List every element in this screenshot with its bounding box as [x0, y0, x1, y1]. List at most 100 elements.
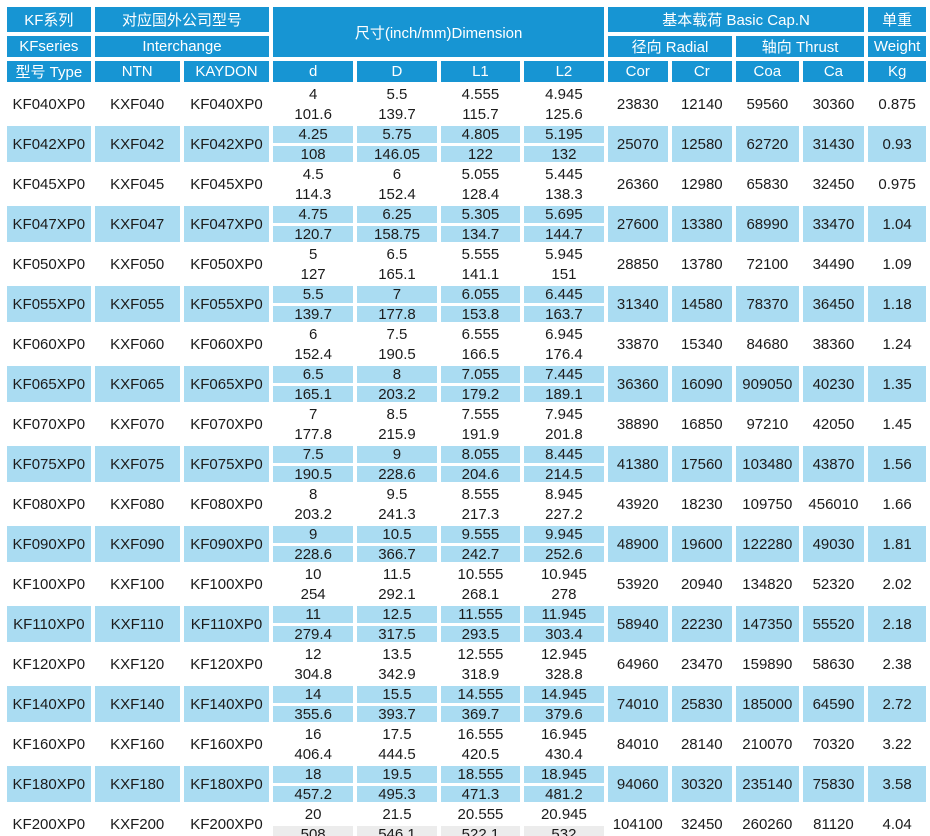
L2-inch-value: 10.945: [523, 566, 604, 583]
cell-L2: 9.945 252.6: [523, 526, 604, 562]
col-kg: Kg: [868, 61, 926, 82]
col-type: 型号 Type: [7, 61, 91, 82]
cell-kaydon: KF042XP0: [183, 126, 270, 162]
L1-mm-value: 522.1: [440, 826, 520, 836]
cell-kaydon: KF090XP0: [183, 526, 270, 562]
cell-cr: 25830: [671, 686, 733, 722]
cell-D: 7.5 190.5: [357, 326, 437, 362]
L2-mm-value: 430.4: [523, 746, 604, 762]
cell-cor: 53920: [607, 566, 668, 602]
D-mm-value: 139.7: [357, 106, 437, 122]
cell-kg: 1.81: [868, 526, 926, 562]
cell-cr: 13780: [671, 246, 733, 282]
cell-ntn: KXF090: [94, 526, 180, 562]
cell-kg: 0.875: [868, 86, 926, 122]
header-row-3: 型号 Type NTN KAYDON d D L1 L2 Cor Cr Coa …: [7, 61, 926, 82]
d-inch-value: 16: [273, 726, 353, 743]
L2-inch-value: 14.945: [523, 686, 604, 703]
cell-cor: 64960: [607, 646, 668, 682]
table-body: KF040XP0 KXF040 KF040XP0 4 101.6 5.5 139…: [7, 86, 926, 836]
d-inch-value: 20: [273, 806, 353, 823]
cell-kg: 1.24: [868, 326, 926, 362]
cell-L2: 5.195 132: [523, 126, 604, 162]
d-mm-value: 508: [273, 826, 353, 836]
cell-L1: 4.555 115.7: [440, 86, 520, 122]
D-inch-value: 9.5: [357, 486, 437, 503]
cell-L2: 8.445 214.5: [523, 446, 604, 482]
cell-L1: 8.055 204.6: [440, 446, 520, 482]
cell-coa: 159890: [736, 646, 799, 682]
L1-mm-value: 179.2: [440, 386, 520, 402]
cell-kg: 3.22: [868, 726, 926, 762]
table-row: KF100XP0 KXF100 KF100XP0 10 254 11.5 292…: [7, 566, 926, 602]
cell-coa: 122280: [736, 526, 799, 562]
cell-cor: 104100: [607, 806, 668, 836]
col-coa: Coa: [736, 61, 799, 82]
header-interchange-en: Interchange: [94, 36, 270, 57]
cell-L1: 7.055 179.2: [440, 366, 520, 402]
d-mm-value: 254: [273, 586, 353, 602]
cell-type: KF040XP0: [7, 86, 91, 122]
cell-coa: 62720: [736, 126, 799, 162]
L1-inch-value: 16.555: [440, 726, 520, 743]
table-row: KF120XP0 KXF120 KF120XP0 12 304.8 13.5 3…: [7, 646, 926, 682]
cell-D: 6.5 165.1: [357, 246, 437, 282]
L2-mm-value: 227.2: [523, 506, 604, 522]
L1-mm-value: 115.7: [440, 106, 520, 122]
header-basic-capacity: 基本载荷 Basic Cap.N: [607, 7, 865, 32]
cell-ca: 55520: [802, 606, 865, 642]
L2-inch-value: 7.445: [523, 366, 604, 383]
cell-type: KF100XP0: [7, 566, 91, 602]
cell-ca: 58630: [802, 646, 865, 682]
col-D: D: [357, 61, 437, 82]
cell-L2: 20.945 532: [523, 806, 604, 836]
cell-L1: 4.805 122: [440, 126, 520, 162]
cell-L1: 11.555 293.5: [440, 606, 520, 642]
L2-inch-value: 8.445: [523, 446, 604, 463]
D-mm-value: 393.7: [357, 706, 437, 722]
cell-d: 7.5 190.5: [273, 446, 353, 482]
cell-kaydon: KF080XP0: [183, 486, 270, 522]
cell-type: KF047XP0: [7, 206, 91, 242]
cell-ntn: KXF120: [94, 646, 180, 682]
cell-kg: 4.04: [868, 806, 926, 836]
D-mm-value: 366.7: [357, 546, 437, 562]
cell-ntn: KXF047: [94, 206, 180, 242]
header-series-zh: KF系列: [7, 7, 91, 32]
cell-L1: 16.555 420.5: [440, 726, 520, 762]
cell-type: KF060XP0: [7, 326, 91, 362]
d-mm-value: 203.2: [273, 506, 353, 522]
cell-d: 20 508: [273, 806, 353, 836]
cell-L2: 14.945 379.6: [523, 686, 604, 722]
cell-d: 8 203.2: [273, 486, 353, 522]
cell-type: KF120XP0: [7, 646, 91, 682]
cell-cr: 32450: [671, 806, 733, 836]
L1-inch-value: 6.055: [440, 286, 520, 303]
L1-mm-value: 128.4: [440, 186, 520, 202]
cell-cor: 94060: [607, 766, 668, 802]
cell-coa: 103480: [736, 446, 799, 482]
cell-kg: 1.09: [868, 246, 926, 282]
cell-L2: 16.945 430.4: [523, 726, 604, 762]
cell-cor: 38890: [607, 406, 668, 442]
cell-D: 6 152.4: [357, 166, 437, 202]
L2-mm-value: 189.1: [523, 386, 604, 402]
cell-coa: 65830: [736, 166, 799, 202]
cell-L2: 8.945 227.2: [523, 486, 604, 522]
table-row: KF160XP0 KXF160 KF160XP0 16 406.4 17.5 4…: [7, 726, 926, 762]
cell-d: 7 177.8: [273, 406, 353, 442]
d-inch-value: 18: [273, 766, 353, 783]
cell-ca: 52320: [802, 566, 865, 602]
cell-coa: 68990: [736, 206, 799, 242]
cell-L2: 12.945 328.8: [523, 646, 604, 682]
L1-inch-value: 5.055: [440, 166, 520, 183]
d-inch-value: 4.25: [273, 126, 353, 143]
L1-inch-value: 20.555: [440, 806, 520, 823]
cell-L1: 5.305 134.7: [440, 206, 520, 242]
cell-ca: 456010: [802, 486, 865, 522]
cell-coa: 84680: [736, 326, 799, 362]
cell-ntn: KXF160: [94, 726, 180, 762]
cell-ntn: KXF140: [94, 686, 180, 722]
L2-mm-value: 328.8: [523, 666, 604, 682]
cell-kg: 2.72: [868, 686, 926, 722]
